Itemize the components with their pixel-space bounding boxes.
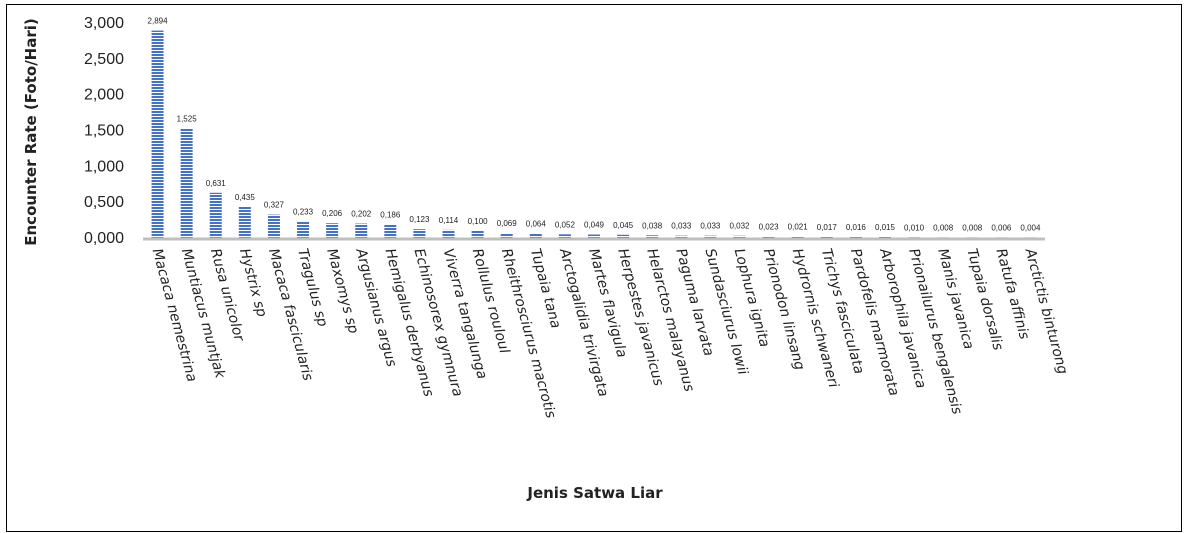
y-tick-label: 0,500 [84, 194, 124, 211]
bar [849, 236, 862, 238]
y-axis-ticks: 0,000 0,500 1,000 1,500 2,000 2,500 3,000 [84, 15, 124, 247]
data-label: 0,052 [555, 220, 576, 229]
bar [297, 221, 310, 238]
data-labels: 2,894 1,525 0,631 0,435 0,327 0,233 0,206 0,202… [148, 17, 1041, 233]
x-axis-title: Jenis Satwa Liar [526, 484, 663, 502]
bar [762, 236, 775, 238]
data-label: 0,038 [642, 221, 663, 230]
bar [558, 234, 571, 238]
data-label: 0,006 [991, 223, 1012, 232]
bar [238, 206, 251, 238]
data-label: 0,069 [497, 219, 518, 228]
y-tick-label: 3,000 [84, 15, 124, 32]
data-label: 0,032 [729, 222, 750, 231]
y-tick-label: 0,000 [84, 230, 124, 247]
data-label: 0,010 [904, 223, 925, 232]
bar [471, 230, 484, 238]
bar [529, 233, 542, 238]
data-label: 0,233 [293, 207, 314, 216]
data-label: 0,202 [351, 210, 372, 219]
data-label: 0,064 [526, 219, 547, 228]
bar [180, 128, 193, 238]
y-tick-label: 1,500 [84, 123, 124, 140]
x-tick-label: Arctictis binturong [1021, 246, 1070, 376]
bar [209, 192, 222, 238]
data-label: 0,100 [468, 217, 489, 226]
bar [500, 233, 513, 238]
data-label: 0,045 [613, 221, 634, 230]
bar [791, 236, 804, 238]
bars [151, 30, 1037, 239]
data-label: 0,033 [671, 222, 692, 231]
data-label: 0,015 [875, 223, 896, 232]
data-label: 0,008 [962, 223, 983, 232]
chart-frame [6, 4, 1182, 532]
bar [326, 223, 339, 238]
y-tick-label: 1,000 [84, 158, 124, 175]
bar [704, 235, 717, 238]
data-label: 0,021 [788, 222, 809, 231]
bar [442, 229, 455, 238]
data-label: 0,004 [1020, 223, 1041, 232]
data-label: 0,631 [206, 179, 227, 188]
data-label: 2,894 [148, 17, 169, 26]
data-label: 0,206 [322, 209, 343, 218]
y-axis-title: Encounter Rate (Foto/Hari) [22, 18, 40, 246]
x-tick-label: Hystrix sp [236, 247, 270, 319]
data-label: 0,033 [700, 222, 721, 231]
data-label: 0,017 [817, 223, 838, 232]
y-tick-label: 2,500 [84, 51, 124, 68]
bar [588, 234, 600, 238]
y-tick-label: 2,000 [84, 87, 124, 104]
bar [646, 235, 659, 238]
bar [384, 224, 397, 238]
bar [617, 234, 630, 238]
bar [878, 236, 891, 238]
data-label: 0,049 [584, 220, 605, 229]
data-label: 0,023 [759, 222, 780, 231]
bar [355, 223, 368, 238]
bar [151, 30, 164, 239]
bar [733, 235, 746, 238]
data-label: 1,525 [177, 115, 198, 124]
bar [675, 235, 688, 238]
data-label: 0,114 [439, 216, 459, 225]
bar [267, 214, 280, 238]
data-label: 0,016 [846, 223, 867, 232]
bar [820, 236, 833, 238]
data-label: 0,327 [264, 201, 285, 210]
data-label: 0,008 [933, 223, 954, 232]
data-label: 0,123 [409, 215, 430, 224]
bar [413, 229, 426, 238]
data-label: 0,186 [380, 211, 401, 220]
data-label: 0,435 [235, 193, 256, 202]
